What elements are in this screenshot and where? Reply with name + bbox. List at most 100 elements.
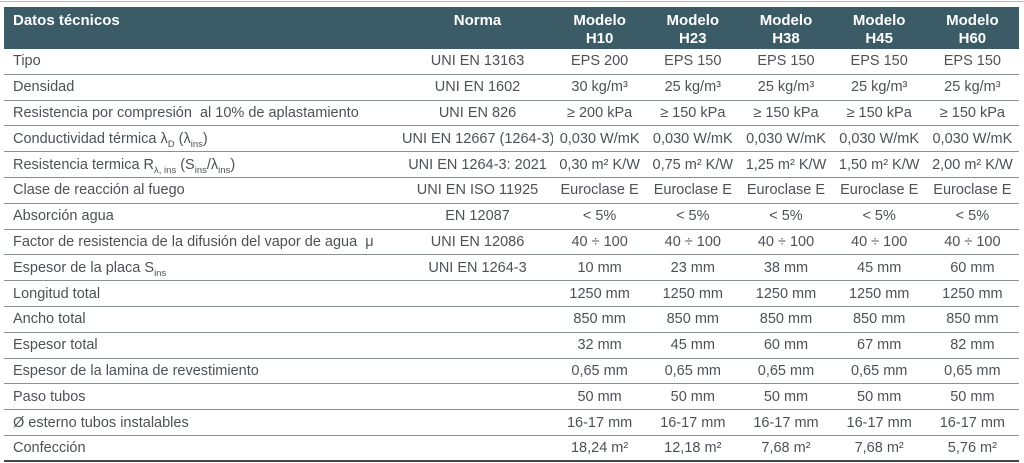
value-cell: 1,25 m² K/W bbox=[739, 151, 833, 179]
value-cell: 50 mm bbox=[925, 383, 1019, 411]
row-label-cell: Conductividad térmica λD (λins) bbox=[4, 125, 403, 153]
norma-cell: UNI EN 1602 bbox=[402, 74, 554, 101]
norma-cell: UNI EN 826 bbox=[402, 100, 554, 127]
value-cell: 50 mm bbox=[553, 383, 647, 411]
value-cell: 25 kg/m³ bbox=[646, 74, 740, 101]
value-cell: 0,65 mm bbox=[925, 358, 1019, 385]
table-row: Espesor de la placa Sins UNI EN 1264-3 10 … bbox=[4, 254, 1019, 282]
row-label-cell: Factor de resistencia de la difusión del… bbox=[4, 229, 403, 256]
value-cell: EPS 200 bbox=[553, 48, 647, 75]
value-cell: 45 mm bbox=[646, 332, 740, 359]
row-label-cell: Resistencia por compresión al 10% de apl… bbox=[4, 100, 403, 127]
norma-cell: UNI EN 1264-3 bbox=[402, 254, 554, 282]
table-row: Densidad UNI EN 1602 30 kg/m³ 25 kg/m³ 25 kg… bbox=[4, 74, 1019, 101]
table-row: Conductividad térmica λD (λins) UNI EN 12… bbox=[4, 125, 1019, 153]
value-cell: 40 ÷ 100 bbox=[925, 229, 1019, 256]
value-cell: < 5% bbox=[646, 203, 740, 230]
row-label-cell: Ancho total bbox=[4, 306, 403, 333]
header-model-h23: Modelo H23 bbox=[646, 7, 740, 49]
value-cell: 50 mm bbox=[832, 383, 926, 411]
row-label-cell: Resistencia termica Rλ, ins (Sins/λins) bbox=[4, 151, 403, 179]
row-label-cell: Ø esterno tubos instalables bbox=[4, 409, 403, 437]
value-cell: 38 mm bbox=[739, 254, 833, 282]
value-cell: < 5% bbox=[925, 203, 1019, 230]
value-cell: 0,030 W/mK bbox=[925, 125, 1019, 153]
table-row: Resistencia termica Rλ, ins (Sins/λins) U… bbox=[4, 151, 1019, 179]
value-cell: 7,68 m² bbox=[739, 435, 833, 463]
norma-cell: UNI EN ISO 11925 bbox=[402, 177, 554, 204]
table-row: Longitud total 1250 mm 1250 mm 1250 mm 1250 … bbox=[4, 280, 1019, 308]
header-model-h10: Modelo H10 bbox=[553, 7, 647, 49]
value-cell: Euroclase E bbox=[832, 177, 926, 204]
top-hairline-divider bbox=[0, 1, 1024, 2]
value-cell: 50 mm bbox=[739, 383, 833, 411]
value-cell: 10 mm bbox=[553, 254, 647, 282]
norma-cell bbox=[402, 435, 554, 463]
norma-cell: UNI EN 13163 bbox=[402, 48, 554, 75]
table-row: Confección 18,24 m² 12,18 m² 7,68 m² 7,68 m²… bbox=[4, 435, 1019, 463]
header-model-h38: Modelo H38 bbox=[739, 7, 833, 49]
value-cell: 0,65 mm bbox=[646, 358, 740, 385]
value-cell: 850 mm bbox=[832, 306, 926, 333]
technical-data-table: Datos técnicos Norma Modelo H10 Modelo H23 M… bbox=[4, 7, 1019, 463]
value-cell: 16-17 mm bbox=[925, 409, 1019, 437]
row-label-cell: Tipo bbox=[4, 48, 403, 75]
value-cell: 40 ÷ 100 bbox=[832, 229, 926, 256]
table-row: Paso tubos 50 mm 50 mm 50 mm 50 mm 50 mm bbox=[4, 383, 1019, 411]
value-cell: 0,30 m² K/W bbox=[553, 151, 647, 179]
value-cell: 25 kg/m³ bbox=[925, 74, 1019, 101]
norma-cell bbox=[402, 409, 554, 437]
value-cell: ≥ 150 kPa bbox=[832, 100, 926, 127]
row-label-cell: Longitud total bbox=[4, 280, 403, 308]
value-cell: 1250 mm bbox=[925, 280, 1019, 308]
value-cell: 1250 mm bbox=[739, 280, 833, 308]
value-cell: EPS 150 bbox=[646, 48, 740, 75]
value-cell: 0,030 W/mK bbox=[646, 125, 740, 153]
value-cell: 0,65 mm bbox=[832, 358, 926, 385]
table-body: Tipo UNI EN 13163 EPS 200 EPS 150 EPS 150 EPS… bbox=[4, 48, 1019, 463]
value-cell: 2,00 m² K/W bbox=[925, 151, 1019, 179]
value-cell: < 5% bbox=[739, 203, 833, 230]
value-cell: 1250 mm bbox=[553, 280, 647, 308]
value-cell: 0,030 W/mK bbox=[832, 125, 926, 153]
value-cell: 0,030 W/mK bbox=[739, 125, 833, 153]
table-row: Espesor total 32 mm 45 mm 60 mm 67 mm 82 mm bbox=[4, 332, 1019, 359]
norma-cell bbox=[402, 280, 554, 308]
row-label-cell: Paso tubos bbox=[4, 383, 403, 411]
value-cell: ≥ 150 kPa bbox=[739, 100, 833, 127]
value-cell: Euroclase E bbox=[646, 177, 740, 204]
value-cell: 25 kg/m³ bbox=[832, 74, 926, 101]
table-row: Ancho total 850 mm 850 mm 850 mm 850 mm 850 m… bbox=[4, 306, 1019, 333]
value-cell: 50 mm bbox=[646, 383, 740, 411]
value-cell: 850 mm bbox=[925, 306, 1019, 333]
value-cell: EPS 150 bbox=[832, 48, 926, 75]
value-cell: 16-17 mm bbox=[832, 409, 926, 437]
norma-cell bbox=[402, 383, 554, 411]
value-cell: 25 kg/m³ bbox=[739, 74, 833, 101]
table-row: Clase de reacción al fuego UNI EN ISO 119… bbox=[4, 177, 1019, 204]
value-cell: 16-17 mm bbox=[553, 409, 647, 437]
value-cell: 850 mm bbox=[739, 306, 833, 333]
value-cell: 60 mm bbox=[925, 254, 1019, 282]
value-cell: Euroclase E bbox=[553, 177, 647, 204]
value-cell: 18,24 m² bbox=[553, 435, 647, 463]
value-cell: ≥ 200 kPa bbox=[553, 100, 647, 127]
header-model-h45: Modelo H45 bbox=[832, 7, 926, 49]
value-cell: 40 ÷ 100 bbox=[553, 229, 647, 256]
value-cell: 850 mm bbox=[553, 306, 647, 333]
value-cell: 32 mm bbox=[553, 332, 647, 359]
row-label-cell: Absorción agua bbox=[4, 203, 403, 230]
value-cell: < 5% bbox=[553, 203, 647, 230]
value-cell: 0,030 W/mK bbox=[553, 125, 647, 153]
value-cell: 16-17 mm bbox=[739, 409, 833, 437]
table-row: Absorción agua EN 12087 < 5% < 5% < 5% < 5% < … bbox=[4, 203, 1019, 230]
table-row: Factor de resistencia de la difusión del… bbox=[4, 229, 1019, 256]
norma-cell: UNI EN 12086 bbox=[402, 229, 554, 256]
value-cell: 45 mm bbox=[832, 254, 926, 282]
value-cell: 7,68 m² bbox=[832, 435, 926, 463]
row-label-cell: Densidad bbox=[4, 74, 403, 101]
row-label-cell: Clase de reacción al fuego bbox=[4, 177, 403, 204]
header-datos-tecnicos: Datos técnicos bbox=[4, 7, 403, 49]
row-label-cell: Espesor total bbox=[4, 332, 403, 359]
header-norma: Norma bbox=[402, 7, 554, 49]
